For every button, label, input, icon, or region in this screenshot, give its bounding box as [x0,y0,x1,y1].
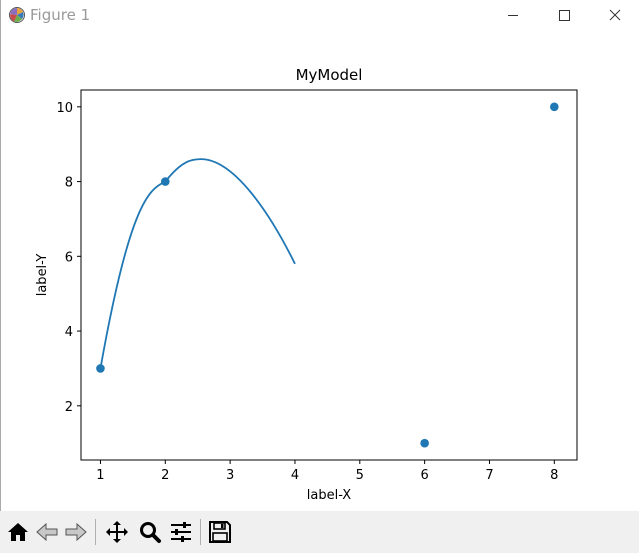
plot-svg: MyModel 1 2 3 4 5 6 7 8 2 4 6 8 10 label-X label-Y [35,66,578,503]
x-axis-label: label-X [307,488,351,503]
toolbar-separator [200,519,201,545]
minimize-button[interactable] [490,0,536,31]
data-point [550,102,559,112]
x-tick-label: 6 [420,468,428,483]
data-point [96,364,105,373]
close-button[interactable] [592,0,638,31]
forward-button[interactable] [62,517,90,547]
pan-icon [106,521,128,543]
save-icon [209,521,231,543]
x-tick-label: 8 [550,468,558,483]
y-tick-label: 4 [65,325,73,340]
data-point [420,438,429,448]
maximize-button[interactable] [541,0,587,31]
configure-subplots-button[interactable] [167,517,195,547]
zoom-button[interactable] [136,517,164,547]
fit-curve-line [99,158,296,369]
window-border [0,0,1,553]
save-button[interactable] [206,517,234,547]
fit-curve-group [99,158,296,369]
pan-button[interactable] [103,517,131,547]
axis-ticks: 1 2 3 4 5 6 7 8 2 4 6 8 10 [56,101,558,483]
title-bar[interactable]: Figure 1 [1,0,639,31]
home-icon [8,523,28,541]
y-axis-label: label-Y [35,254,50,297]
zoom-icon [140,522,161,543]
x-tick-label: 4 [291,468,299,483]
x-tick-label: 5 [356,468,364,483]
minimize-icon [508,15,518,16]
matplotlib-figure-icon [8,6,26,24]
y-tick-label: 6 [65,250,73,265]
back-button[interactable] [33,517,61,547]
home-button[interactable] [4,517,32,547]
maximize-icon [559,10,570,21]
x-tick-label: 7 [485,468,493,483]
window-title: Figure 1 [30,6,91,24]
forward-icon [65,522,87,542]
toolbar-separator [95,519,96,545]
back-icon [36,522,58,542]
close-icon [609,9,621,21]
chart-title: MyModel [296,66,363,84]
y-tick-label: 8 [65,176,73,191]
x-tick-label: 3 [226,468,234,483]
data-point [160,177,170,186]
figure-canvas[interactable]: MyModel 1 2 3 4 5 6 7 8 2 4 6 8 10 label-X label-Y [1,31,639,511]
x-tick-label: 1 [96,468,104,483]
axes-frame-rect [80,89,578,461]
x-tick-label: 2 [161,468,169,483]
data-points-group [96,102,559,448]
y-tick-label: 10 [56,101,73,116]
configure-subplots-icon [171,522,191,542]
y-tick-label: 2 [65,400,73,415]
axes-frame [80,89,578,461]
navigation-toolbar [0,511,639,553]
